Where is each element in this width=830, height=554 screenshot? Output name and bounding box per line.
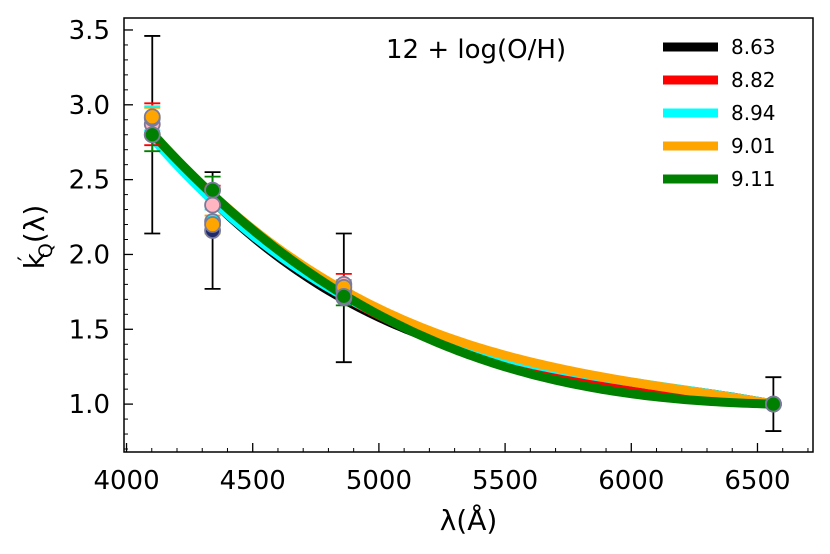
curve-9.11 [147, 128, 778, 409]
point-9.11 [764, 395, 782, 413]
x-tick-label: 5500 [472, 466, 538, 496]
ticks-layer: 4000 4500 5000 5500 6000 6500 1.0 1.5 2.0 2.5 3.0 3… [69, 16, 809, 496]
y-axis-label: k′Q(λ) [15, 205, 57, 270]
y-tick-label: 1.0 [69, 390, 110, 420]
y-tick-label: 2.5 [69, 166, 110, 196]
errorbars-layer [144, 35, 782, 432]
point-9.11 [204, 181, 221, 199]
legend-label-8.82: 8.82 [731, 68, 776, 92]
y-axis-label-prime: ′ [15, 256, 40, 261]
plot-frame [123, 17, 814, 453]
x-tick-label: 6000 [598, 466, 664, 496]
point-9.01 [204, 216, 221, 233]
x-tick-label: 5000 [346, 466, 412, 496]
legend-label-9.01: 9.01 [731, 134, 776, 158]
x-tick-label: 4500 [220, 466, 286, 496]
x-axis-label: λ(Å) [440, 503, 498, 537]
point-9.01 [143, 108, 161, 126]
legend: 8.63 8.82 8.94 9.01 9.11 [663, 35, 776, 191]
legend-label-9.11: 9.11 [731, 167, 776, 191]
x-tick-label: 6500 [724, 466, 790, 496]
x-tick-label: 4000 [93, 466, 159, 496]
points-layer [143, 108, 782, 413]
point-9.11 [143, 126, 161, 144]
y-tick-label: 1.5 [69, 315, 110, 345]
point-8.82 [204, 196, 221, 214]
legend-label-8.94: 8.94 [731, 101, 776, 125]
y-axis-label-tail: (λ) [18, 205, 51, 243]
y-tick-label: 3.0 [69, 91, 110, 121]
curves-layer [147, 128, 778, 409]
legend-label-8.63: 8.63 [731, 35, 776, 59]
y-axis-label-main: k [18, 252, 51, 269]
curve-9.01 [147, 128, 778, 409]
y-tick-label: 3.5 [69, 16, 110, 46]
y-axis-label-sub: Q [35, 243, 57, 258]
point-9.11 [335, 287, 353, 305]
y-tick-label: 2.0 [69, 240, 110, 270]
legend-title: 12 + log(O/H) [386, 35, 566, 65]
